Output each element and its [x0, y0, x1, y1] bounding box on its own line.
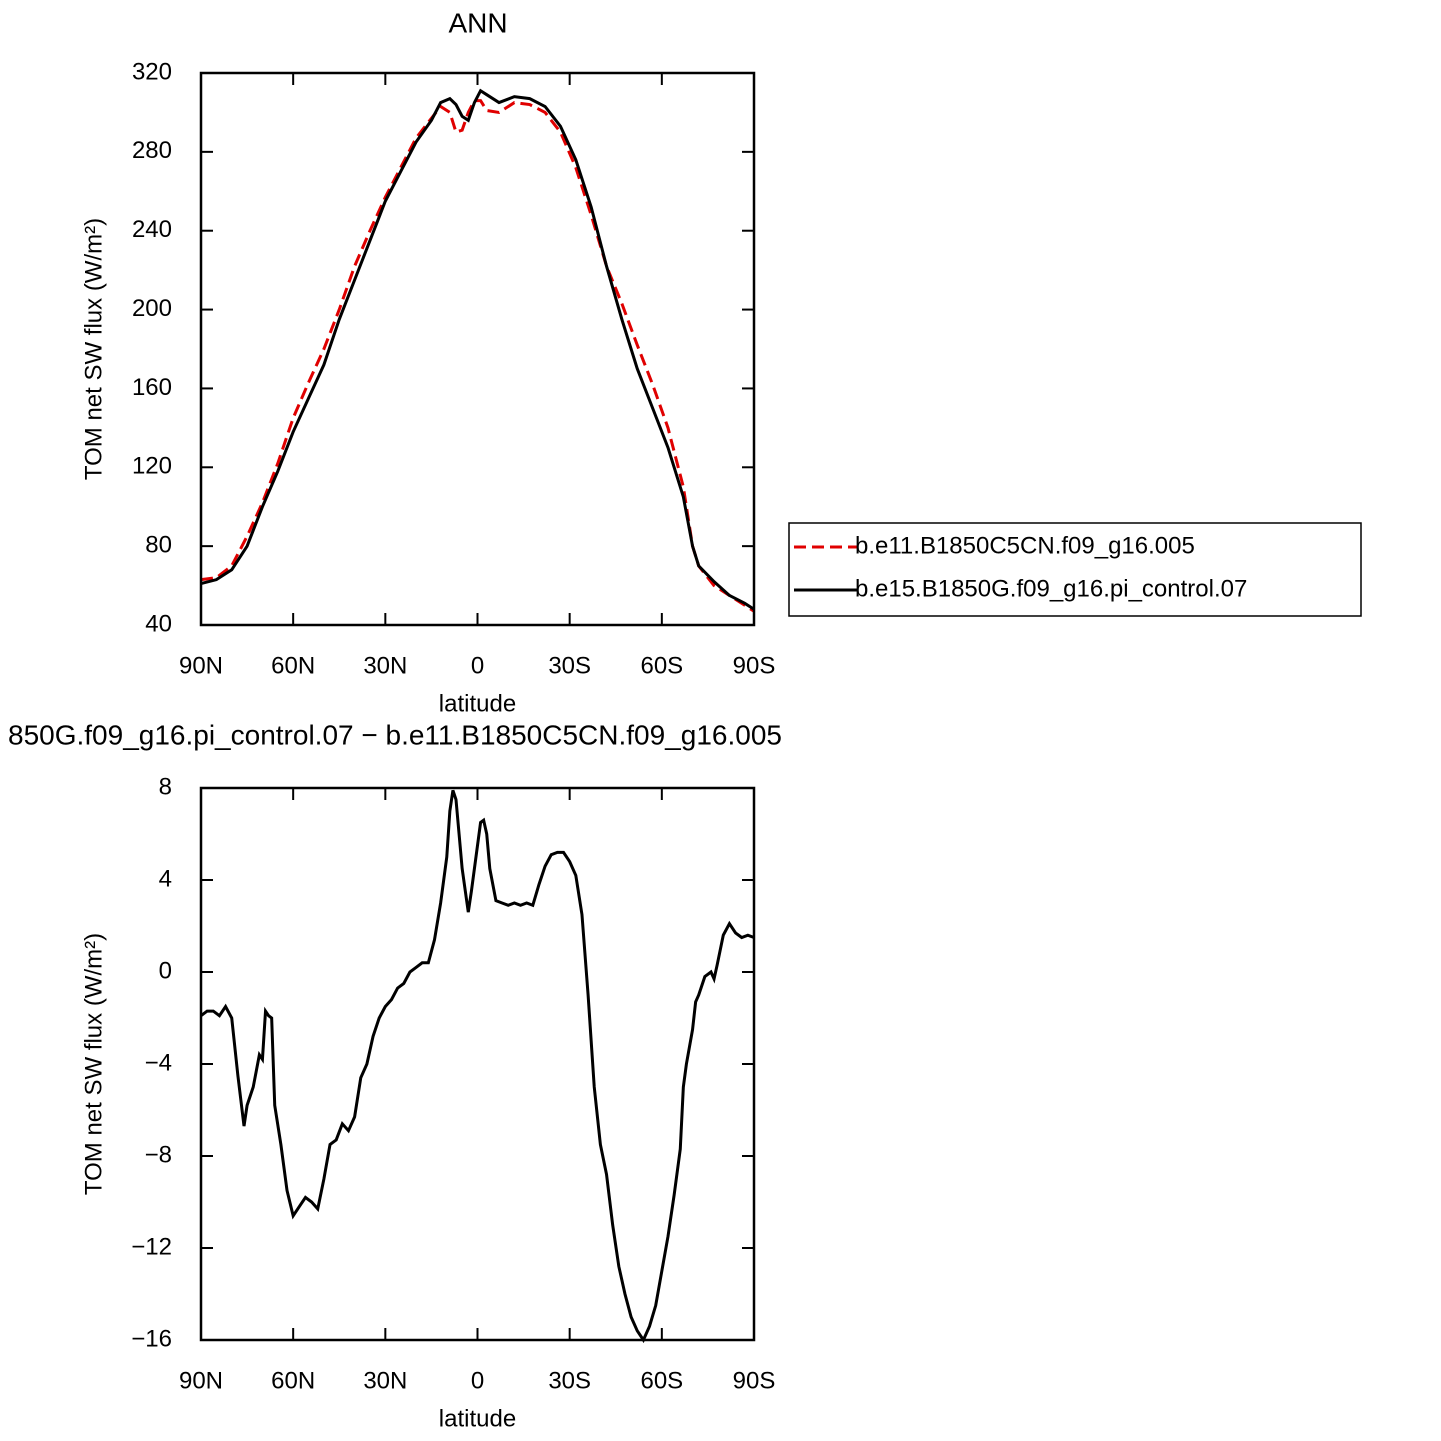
y-axis-label: TOM net SW flux (W/m²) — [80, 933, 107, 1195]
x-tick-label: 90S — [733, 1367, 776, 1394]
plot-frame — [199, 786, 756, 1342]
x-tick-label: 90S — [733, 652, 776, 679]
y-tick-label: −12 — [131, 1233, 172, 1260]
x-tick-label: 0 — [471, 652, 484, 679]
data-line — [200, 99, 755, 613]
y-tick-label: 4 — [159, 865, 172, 892]
x-tick-label: 0 — [471, 1367, 484, 1394]
y-tick-label: 160 — [132, 374, 172, 401]
y-tick-label: −4 — [145, 1049, 172, 1076]
x-tick-label: 30S — [548, 652, 591, 679]
y-tick-label: 8 — [159, 773, 172, 800]
legend-label: b.e15.B1850G.f09_g16.pi_control.07 — [855, 575, 1247, 602]
x-tick-label: 90N — [179, 1367, 223, 1394]
y-tick-label: 0 — [159, 957, 172, 984]
plot-frame — [199, 71, 756, 627]
y-tick-label: −8 — [145, 1141, 172, 1168]
x-axis-label: latitude — [439, 690, 516, 717]
data-line — [200, 88, 755, 611]
chart-title: ANN — [448, 7, 507, 38]
x-tick-label: 60S — [640, 1367, 683, 1394]
x-tick-label: 30N — [363, 652, 407, 679]
legend-box — [788, 522, 1362, 617]
y-tick-label: 320 — [132, 58, 172, 85]
x-axis-label: latitude — [439, 1405, 516, 1432]
y-tick-label: 40 — [145, 610, 172, 637]
y-tick-label: 80 — [145, 531, 172, 558]
x-tick-label: 30N — [363, 1367, 407, 1394]
x-tick-label: 90N — [179, 652, 223, 679]
data-line — [200, 789, 755, 1344]
y-tick-label: 120 — [132, 453, 172, 480]
x-tick-label: 60N — [271, 652, 315, 679]
chart-title: 850G.f09_g16.pi_control.07 − b.e11.B1850… — [8, 719, 782, 750]
y-tick-label: −16 — [131, 1325, 172, 1352]
x-tick-label: 60S — [640, 652, 683, 679]
y-axis-label: TOM net SW flux (W/m²) — [80, 218, 107, 480]
y-tick-label: 240 — [132, 216, 172, 243]
y-tick-label: 280 — [132, 137, 172, 164]
legend-label: b.e11.B1850C5CN.f09_g16.005 — [855, 532, 1195, 559]
x-tick-label: 60N — [271, 1367, 315, 1394]
x-tick-label: 30S — [548, 1367, 591, 1394]
y-tick-label: 200 — [132, 295, 172, 322]
